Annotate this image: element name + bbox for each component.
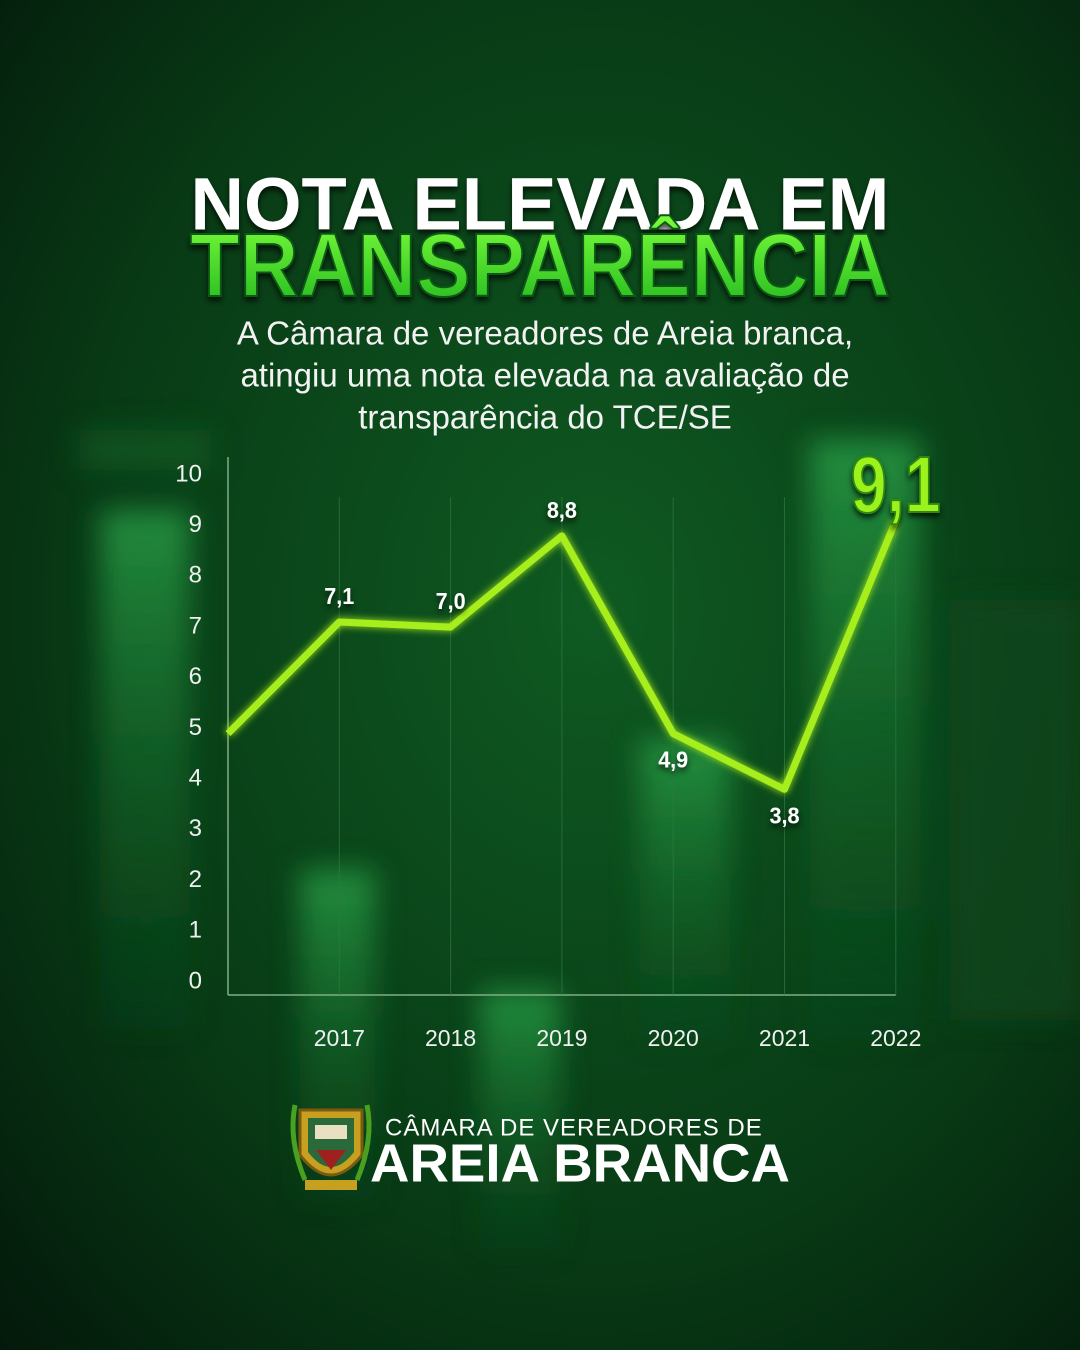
- value-label: 7,0: [436, 588, 466, 614]
- x-tick-label: 2021: [759, 1025, 810, 1051]
- highlight-value-label: 9,1: [851, 440, 941, 529]
- value-label: 7,1: [324, 583, 354, 609]
- x-tick-label: 2022: [870, 1025, 921, 1051]
- value-label: 3,8: [770, 802, 800, 828]
- line: [225, 519, 900, 793]
- subtitle-line: transparência do TCE/SE: [358, 399, 732, 436]
- value-label: 8,8: [547, 497, 577, 523]
- y-tick-label: 8: [189, 562, 202, 589]
- y-tick-label: 4: [189, 765, 202, 792]
- y-tick-label: 9: [189, 511, 202, 538]
- y-tick-label: 7: [189, 612, 202, 639]
- footer-name: AREIA BRANCA: [370, 1133, 790, 1193]
- subtitle-line: atingiu uma nota elevada na avaliação de: [240, 357, 849, 394]
- y-tick-label: 1: [189, 917, 202, 944]
- x-tick-label: 2020: [648, 1025, 699, 1051]
- subtitle: A Câmara de vereadores de Areia branca, a…: [237, 315, 853, 436]
- y-tick-label: 0: [189, 967, 202, 994]
- x-tick-label: 2019: [536, 1025, 587, 1051]
- title: NOTA ELEVADA EM: [191, 163, 890, 246]
- value-label: 4,9: [658, 747, 688, 773]
- y-tick-label: 5: [189, 714, 202, 741]
- y-tick-label: 10: [175, 460, 202, 487]
- x-tick-label: 2017: [314, 1025, 365, 1051]
- background-bars: [80, 430, 1080, 1250]
- footer-label: CÂMARA DE VEREADORES DE: [385, 1114, 763, 1141]
- subtitle-line: A Câmara de vereadores de Areia branca,: [237, 315, 853, 352]
- chart: 0 1 2 3 4 5 6 7 8 9 10 2017 2018 2019 2020 2021 2022 7,1 7…: [175, 439, 942, 1051]
- y-tick-label: 3: [189, 815, 202, 842]
- x-tick-label: 2018: [425, 1025, 476, 1051]
- logo: [290, 1104, 372, 1190]
- y-tick-label: 6: [189, 663, 202, 690]
- y-tick-label: 2: [189, 866, 202, 893]
- title-highlight: TRANSPARÊNCIA: [190, 214, 890, 316]
